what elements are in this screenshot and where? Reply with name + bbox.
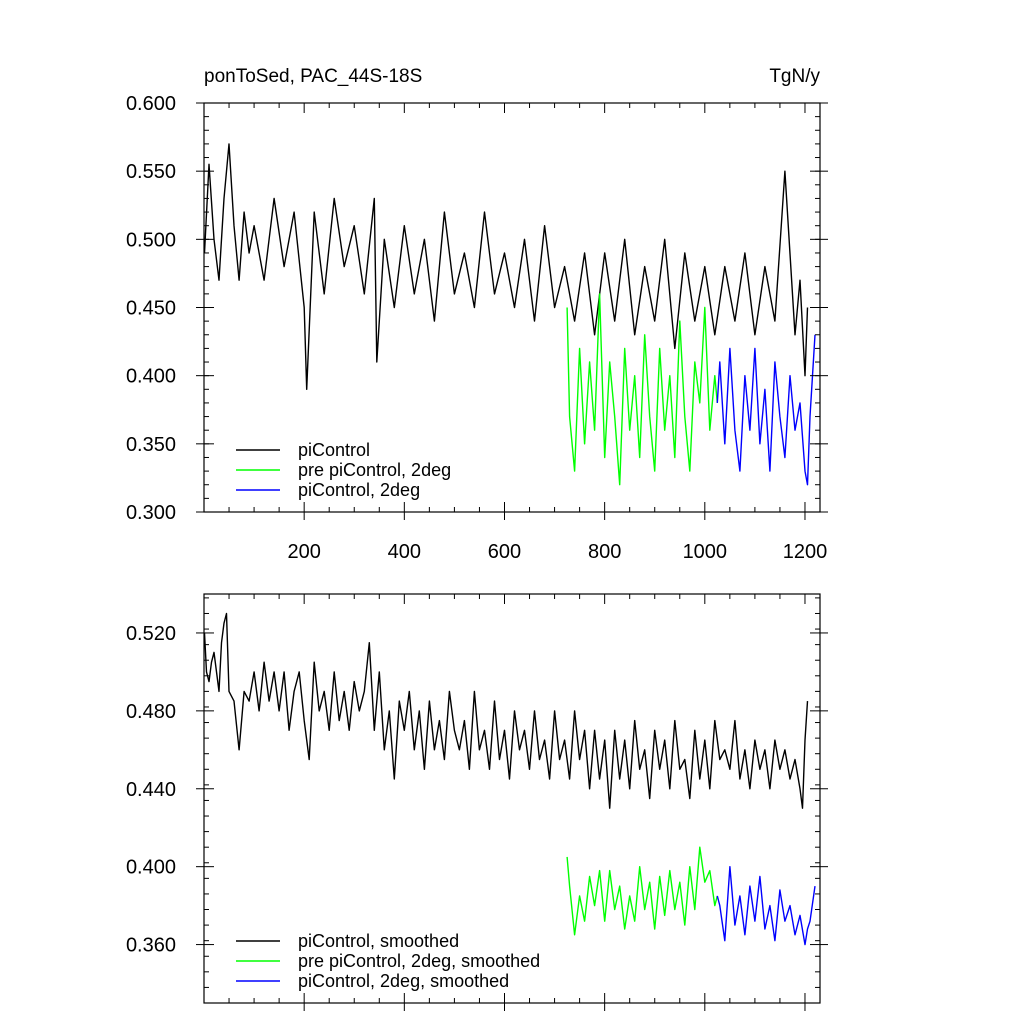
y-tick-label: 0.440 xyxy=(126,779,176,801)
series-line-2 xyxy=(716,866,816,946)
panel-bottom: 0.360 0.400 0.440 0.480 0.520 piControl, smo… xyxy=(126,593,828,1011)
x-tick-label: 1200 xyxy=(783,541,828,563)
series-layer-top xyxy=(203,143,816,486)
panel-top: ponToSed, PAC_44S-18S TgN/y 200 400 600 800… xyxy=(126,66,828,563)
series-line-1 xyxy=(566,293,718,486)
y-tick-label: 0.520 xyxy=(126,623,176,645)
x-tick-label: 1000 xyxy=(683,541,728,563)
y-tick-label: 0.480 xyxy=(126,701,176,723)
legend-entry-0: piControl, smoothed xyxy=(298,931,459,951)
y-tick-label: 0.500 xyxy=(126,229,176,251)
y-tick-label: 0.300 xyxy=(126,502,176,524)
legend-entry-2: piControl, 2deg, smoothed xyxy=(298,971,509,991)
y-tick-label: 0.360 xyxy=(126,935,176,957)
plot-frame-top xyxy=(203,102,821,513)
tick-layer-top: 200 400 600 800 1000 1200 0.300 0.350 0.400 0.450… xyxy=(126,93,828,563)
y-tick-label: 0.450 xyxy=(126,298,176,320)
chart-units: TgN/y xyxy=(769,66,820,87)
chart-title: ponToSed, PAC_44S-18S xyxy=(204,66,422,87)
tick-layer-bottom: 0.360 0.400 0.440 0.480 0.520 xyxy=(126,594,828,1011)
y-tick-label: 0.400 xyxy=(126,857,176,879)
series-layer-bottom xyxy=(203,612,816,946)
legend-entry-2: piControl, 2deg xyxy=(298,480,420,500)
legend-entry-1: pre piControl, 2deg, smoothed xyxy=(298,951,540,971)
series-line-0 xyxy=(203,612,809,809)
legend-entry-1: pre piControl, 2deg xyxy=(298,460,451,480)
plot-frame-bottom xyxy=(203,593,821,1004)
x-tick-label: 200 xyxy=(287,541,320,563)
x-tick-label: 800 xyxy=(588,541,621,563)
x-tick-label: 400 xyxy=(388,541,421,563)
series-line-2 xyxy=(716,334,816,486)
series-line-1 xyxy=(566,846,718,936)
y-tick-label: 0.550 xyxy=(126,161,176,183)
y-tick-label: 0.600 xyxy=(126,93,176,115)
series-line-0 xyxy=(203,143,809,390)
y-tick-label: 0.400 xyxy=(126,366,176,388)
x-tick-label: 600 xyxy=(488,541,521,563)
y-tick-label: 0.350 xyxy=(126,434,176,456)
legend-entry-0: piControl xyxy=(298,440,370,460)
